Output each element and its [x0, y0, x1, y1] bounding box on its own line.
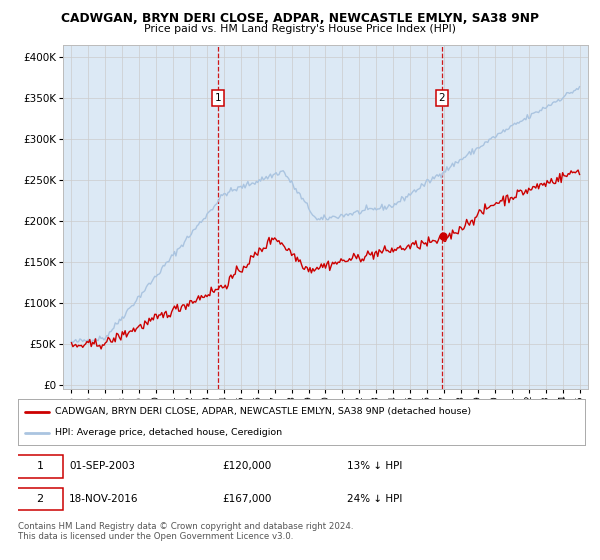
Text: £120,000: £120,000	[222, 461, 271, 472]
Text: £167,000: £167,000	[222, 494, 271, 504]
FancyBboxPatch shape	[17, 455, 64, 478]
Text: 1: 1	[37, 461, 44, 472]
Text: 13% ↓ HPI: 13% ↓ HPI	[347, 461, 402, 472]
Text: CADWGAN, BRYN DERI CLOSE, ADPAR, NEWCASTLE EMLYN, SA38 9NP: CADWGAN, BRYN DERI CLOSE, ADPAR, NEWCAST…	[61, 12, 539, 25]
Text: 01-SEP-2003: 01-SEP-2003	[69, 461, 135, 472]
Text: 1: 1	[215, 93, 221, 103]
Text: 18-NOV-2016: 18-NOV-2016	[69, 494, 139, 504]
Text: Price paid vs. HM Land Registry's House Price Index (HPI): Price paid vs. HM Land Registry's House …	[144, 24, 456, 34]
Text: 24% ↓ HPI: 24% ↓ HPI	[347, 494, 402, 504]
FancyBboxPatch shape	[17, 488, 64, 511]
Text: 2: 2	[439, 93, 445, 103]
Text: CADWGAN, BRYN DERI CLOSE, ADPAR, NEWCASTLE EMLYN, SA38 9NP (detached house): CADWGAN, BRYN DERI CLOSE, ADPAR, NEWCAST…	[55, 407, 471, 416]
Text: HPI: Average price, detached house, Ceredigion: HPI: Average price, detached house, Cere…	[55, 428, 282, 437]
Text: Contains HM Land Registry data © Crown copyright and database right 2024.
This d: Contains HM Land Registry data © Crown c…	[18, 522, 353, 542]
Text: 2: 2	[37, 494, 44, 504]
